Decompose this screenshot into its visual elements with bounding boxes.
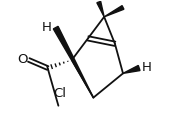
Text: O: O [17,53,27,66]
Text: H: H [42,21,52,34]
Text: H: H [142,61,152,75]
Polygon shape [123,65,140,73]
Text: Cl: Cl [53,87,66,100]
Polygon shape [97,1,104,17]
Polygon shape [53,26,93,98]
Polygon shape [104,6,124,17]
